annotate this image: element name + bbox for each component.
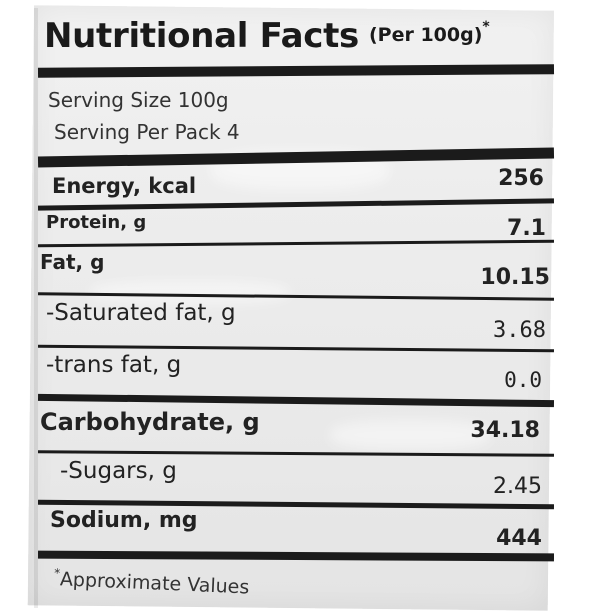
- row-energy-name: Energy, kcal: [52, 174, 197, 198]
- row-sodium-name: Sodium, mg: [50, 508, 198, 533]
- row-sugars-name: -Sugars, g: [60, 458, 177, 484]
- row-fat-name: Fat, g: [40, 250, 105, 274]
- serving-size: Serving Size 100g: [48, 88, 229, 112]
- row-saturated-fat-value: 3.68: [493, 318, 546, 343]
- row-saturated-fat-name: -Saturated fat, g: [46, 300, 236, 326]
- title-asterisk: *: [482, 19, 490, 35]
- label-edge: [34, 8, 38, 608]
- servings-per-pack: Serving Per Pack 4: [54, 120, 240, 144]
- row-sodium-value: 444: [496, 526, 542, 551]
- row-energy-value: 256: [498, 166, 544, 191]
- title-per-100g: (Per 100g): [368, 24, 483, 46]
- row-trans-fat-name: -trans fat, g: [46, 352, 182, 378]
- row-fat-value: 10.15: [480, 265, 550, 290]
- label-title: Nutritional Facts (Per 100g)*: [44, 16, 490, 56]
- row-carbohydrate-name: Carbohydrate, g: [40, 408, 260, 436]
- row-protein-name: Protein, g: [46, 212, 147, 233]
- row-carbohydrate-value: 34.18: [470, 418, 540, 443]
- glare: [330, 420, 490, 450]
- row-sugars-value: 2.45: [493, 474, 542, 499]
- title-text: Nutritional Facts: [44, 16, 359, 56]
- row-protein-value: 7.1: [507, 216, 546, 241]
- row-trans-fat-value: 0.0: [504, 368, 542, 392]
- glare: [90, 280, 290, 304]
